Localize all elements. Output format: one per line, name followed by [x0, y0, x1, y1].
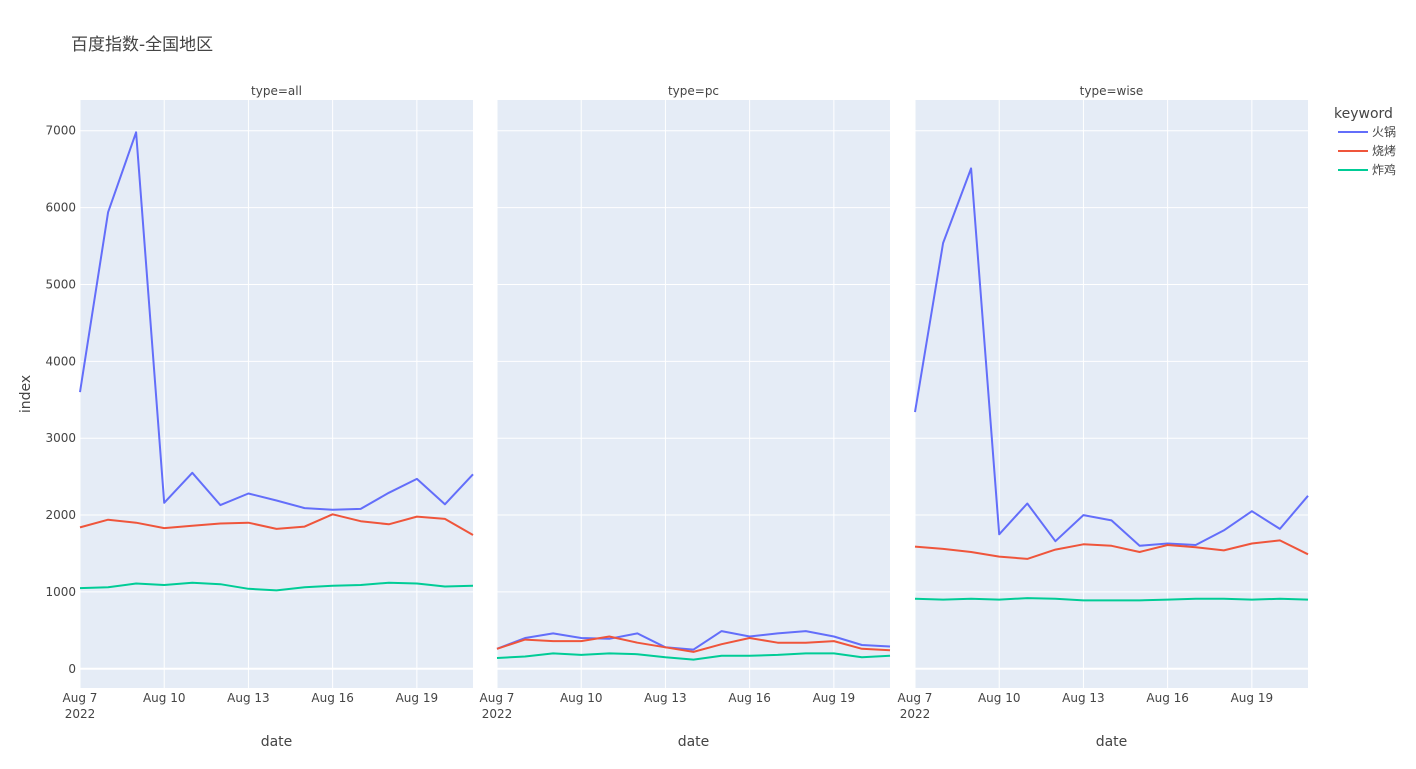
- legend-label: 火锅: [1372, 124, 1396, 139]
- x-tick-label: Aug 13: [1062, 691, 1105, 705]
- legend-title: keyword: [1334, 106, 1393, 122]
- y-axis-title: index: [18, 375, 34, 413]
- legend-label: 烧烤: [1372, 143, 1396, 158]
- x-tick-label: Aug 16: [1146, 691, 1189, 705]
- x-tick-label: Aug 19: [1231, 691, 1274, 705]
- x-tick-label: Aug 7: [898, 691, 933, 705]
- series-line-炸鸡: [79, 581, 474, 592]
- facet-title: type=all: [251, 84, 302, 98]
- y-tick-label: 6000: [45, 201, 76, 215]
- facet-1: type=pc Aug 7 2022 Aug 10 Aug 13 Aug 16 Aug 19…: [480, 84, 891, 750]
- x-tick-sublabel: 2022: [900, 707, 931, 721]
- x-tick-label: Aug 10: [978, 691, 1021, 705]
- y-tick-label: 1000: [45, 585, 76, 599]
- x-tick-sublabel: 2022: [65, 707, 96, 721]
- facets: type=all Aug 7 2022 Aug 10 Aug 13 Aug 16 Aug 1…: [45, 84, 1309, 750]
- plot-background: [80, 100, 473, 688]
- legend-label: 炸鸡: [1372, 162, 1396, 177]
- y-tick-label: 3000: [45, 431, 76, 445]
- x-tick-label: Aug 7: [480, 691, 515, 705]
- facet-title: type=wise: [1080, 84, 1144, 98]
- y-tick-label: 0: [68, 662, 76, 676]
- facet-title: type=pc: [668, 84, 719, 98]
- series-line-火锅: [79, 131, 474, 511]
- x-axis-title: date: [261, 734, 293, 750]
- series-line-炸鸡: [496, 652, 891, 661]
- x-tick-label: Aug 13: [227, 691, 270, 705]
- series-line-烧烤: [914, 539, 1309, 560]
- y-tick-label: 2000: [45, 508, 76, 522]
- legend-item-火锅[interactable]: 火锅: [1338, 124, 1396, 139]
- plot-background: [915, 100, 1308, 688]
- y-tick-label: 4000: [45, 354, 76, 368]
- facet-0: type=all Aug 7 2022 Aug 10 Aug 13 Aug 16 Aug 1…: [45, 84, 474, 750]
- series-line-烧烤: [79, 513, 474, 536]
- series-line-火锅: [496, 630, 891, 651]
- legend-item-炸鸡[interactable]: 炸鸡: [1338, 162, 1396, 177]
- x-tick-label: Aug 19: [813, 691, 856, 705]
- series-line-火锅: [914, 167, 1309, 547]
- y-tick-label: 7000: [45, 124, 76, 138]
- x-tick-label: Aug 13: [644, 691, 687, 705]
- x-tick-sublabel: 2022: [482, 707, 513, 721]
- x-tick-label: Aug 16: [728, 691, 771, 705]
- series-line-烧烤: [496, 635, 891, 653]
- legend-item-烧烤[interactable]: 烧烤: [1338, 143, 1396, 158]
- x-axis-title: date: [678, 734, 710, 750]
- series-line-炸鸡: [914, 597, 1309, 602]
- plot-background: [497, 100, 890, 688]
- facet-2: type=wise Aug 7 2022 Aug 10 Aug 13 Aug 16 Aug …: [898, 84, 1309, 750]
- x-tick-label: Aug 19: [396, 691, 439, 705]
- x-tick-label: Aug 10: [560, 691, 603, 705]
- x-axis-title: date: [1096, 734, 1128, 750]
- y-tick-label: 5000: [45, 277, 76, 291]
- x-tick-label: Aug 16: [311, 691, 354, 705]
- x-tick-label: Aug 10: [143, 691, 186, 705]
- chart-title: 百度指数-全国地区: [71, 35, 213, 55]
- x-tick-label: Aug 7: [63, 691, 98, 705]
